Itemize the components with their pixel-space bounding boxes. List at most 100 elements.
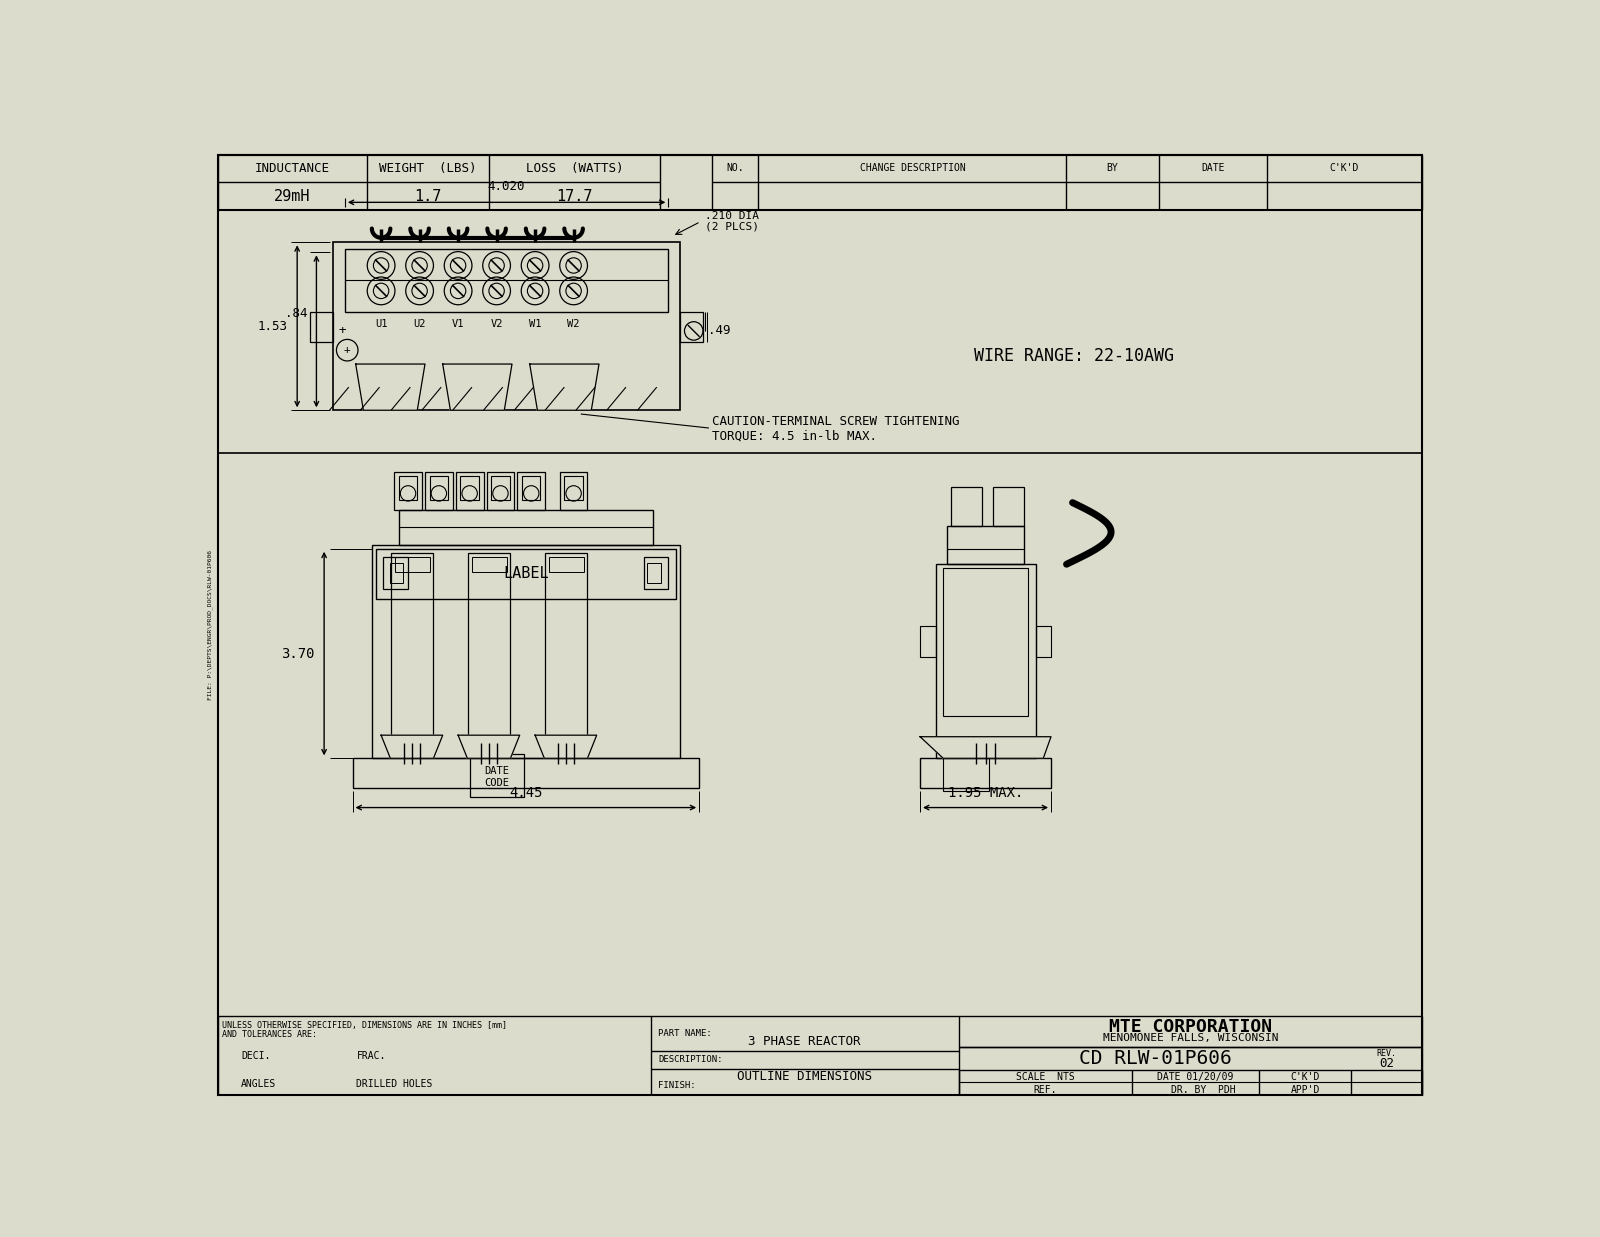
Bar [920, 758, 1051, 788]
Bar [430, 476, 448, 500]
Bar [950, 487, 982, 526]
Text: NO.: NO. [726, 163, 744, 173]
Bar [426, 471, 453, 511]
Bar [346, 249, 669, 312]
Bar [522, 476, 541, 500]
Text: WIRE RANGE: 22-10AWG: WIRE RANGE: 22-10AWG [974, 348, 1174, 365]
Bar [947, 526, 1024, 564]
Bar [395, 557, 430, 571]
Bar [680, 312, 702, 343]
Text: 02: 02 [1379, 1058, 1394, 1070]
Text: REF.: REF. [1034, 1085, 1058, 1095]
Bar [936, 564, 1035, 758]
Text: UNLESS OTHERWISE SPECIFIED, DIMENSIONS ARE IN INCHES [mm]: UNLESS OTHERWISE SPECIFIED, DIMENSIONS A… [222, 1021, 507, 1030]
Text: C'K'D: C'K'D [1330, 163, 1358, 173]
Polygon shape [381, 735, 443, 758]
Text: OUTLINE DIMENSIONS: OUTLINE DIMENSIONS [738, 1070, 872, 1082]
Bar [461, 476, 478, 500]
Bar [944, 568, 1027, 716]
Bar [398, 511, 653, 546]
Bar [333, 242, 680, 411]
Bar [310, 312, 333, 343]
Text: MTE CORPORATION: MTE CORPORATION [1109, 1018, 1272, 1037]
Text: FINISH:: FINISH: [658, 1081, 696, 1090]
Text: 1.95 MAX.: 1.95 MAX. [947, 785, 1024, 800]
Text: 1.53: 1.53 [258, 320, 286, 333]
Text: +: + [344, 345, 350, 355]
Bar [472, 557, 507, 571]
Text: CODE: CODE [485, 778, 509, 788]
Text: LABEL: LABEL [502, 567, 549, 581]
Bar [549, 557, 584, 571]
Bar [491, 476, 510, 500]
Bar [394, 471, 422, 511]
Text: DATE: DATE [1202, 163, 1224, 173]
Text: ANGLES: ANGLES [242, 1079, 277, 1089]
Bar [560, 471, 587, 511]
Bar [384, 557, 408, 589]
Bar [352, 758, 699, 788]
Bar [376, 549, 677, 599]
Bar [920, 626, 936, 657]
Text: DESCRIPTION:: DESCRIPTION: [658, 1055, 723, 1064]
Text: WEIGHT  (LBS): WEIGHT (LBS) [379, 162, 477, 174]
Bar [1035, 626, 1051, 657]
Polygon shape [355, 364, 426, 411]
Bar [469, 553, 510, 743]
Text: +: + [339, 324, 346, 338]
Text: U1: U1 [374, 319, 387, 329]
Polygon shape [458, 735, 520, 758]
Text: DRILLED HOLES: DRILLED HOLES [357, 1079, 434, 1089]
Text: 4.020: 4.020 [488, 181, 525, 193]
Polygon shape [443, 364, 512, 411]
Text: V1: V1 [451, 319, 464, 329]
Text: 3 PHASE REACTOR: 3 PHASE REACTOR [749, 1035, 861, 1048]
Text: .49: .49 [709, 324, 731, 338]
Text: FILE: P:\DEPTS\ENGR\PROD_DOCS\RLW-01P606: FILE: P:\DEPTS\ENGR\PROD_DOCS\RLW-01P606 [208, 549, 213, 700]
Text: 3.70: 3.70 [280, 647, 314, 661]
Bar [398, 476, 418, 500]
Text: PART NAME:: PART NAME: [658, 1029, 712, 1038]
Polygon shape [920, 737, 1051, 758]
Bar [389, 563, 403, 583]
Text: DATE: DATE [485, 767, 509, 777]
Text: MENOMONEE FALLS, WISCONSIN: MENOMONEE FALLS, WISCONSIN [1102, 1033, 1278, 1043]
Text: W2: W2 [568, 319, 579, 329]
Text: 29mH: 29mH [274, 189, 310, 204]
Text: .210 DIA: .210 DIA [704, 212, 758, 221]
Text: CD RLW-01P606: CD RLW-01P606 [1078, 1049, 1232, 1068]
Text: AND TOLERANCES ARE:: AND TOLERANCES ARE: [222, 1030, 317, 1039]
Bar [546, 553, 587, 743]
Text: DATE 01/20/09: DATE 01/20/09 [1157, 1072, 1234, 1082]
Text: U2: U2 [413, 319, 426, 329]
Bar [470, 755, 523, 797]
Bar [517, 471, 546, 511]
Polygon shape [534, 735, 597, 758]
Text: .84: .84 [285, 308, 307, 320]
Text: 17.7: 17.7 [557, 189, 592, 204]
Bar [371, 546, 680, 758]
Text: SCALE  NTS: SCALE NTS [1016, 1072, 1075, 1082]
Bar [456, 471, 483, 511]
Text: BY: BY [1107, 163, 1118, 173]
Bar [994, 487, 1024, 526]
Bar [643, 557, 669, 589]
Bar [565, 476, 582, 500]
Text: W1: W1 [530, 319, 541, 329]
Text: INDUCTANCE: INDUCTANCE [254, 162, 330, 174]
Bar [486, 471, 514, 511]
Text: APP'D: APP'D [1291, 1085, 1320, 1095]
Text: TORQUE: 4.5 in-lb MAX.: TORQUE: 4.5 in-lb MAX. [712, 429, 877, 442]
Text: 4.45: 4.45 [509, 785, 542, 800]
Text: V2: V2 [490, 319, 502, 329]
Bar [390, 553, 434, 743]
Text: DECI.: DECI. [242, 1051, 270, 1061]
Bar [944, 755, 989, 792]
Text: (2 PLCS): (2 PLCS) [704, 221, 758, 233]
Text: LOSS  (WATTS): LOSS (WATTS) [526, 162, 622, 174]
Bar [646, 563, 661, 583]
Polygon shape [530, 364, 598, 411]
Text: REV.: REV. [1376, 1049, 1397, 1058]
Text: C'K'D: C'K'D [1291, 1072, 1320, 1082]
Text: DR. BY  PDH: DR. BY PDH [1171, 1085, 1235, 1095]
